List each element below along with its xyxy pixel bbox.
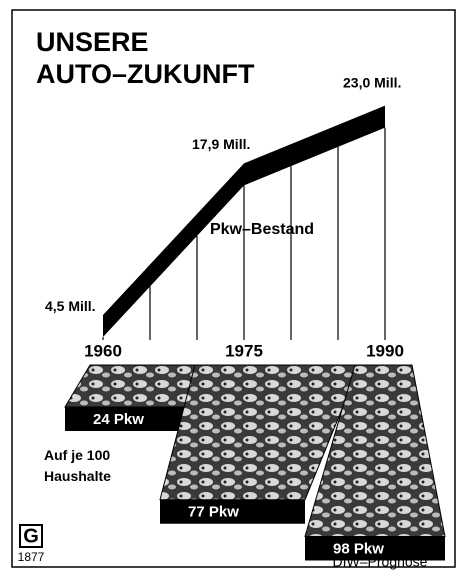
logo-letter: G — [23, 525, 39, 547]
series-label: Pkw–Bestand — [210, 221, 314, 238]
value-label: 98 Pkw — [333, 540, 384, 557]
value-label: 24 Pkw — [93, 411, 144, 428]
value-label: 77 Pkw — [188, 504, 239, 521]
chart: UNSEREAUTO–ZUKUNFT Pkw–Bestand Auf je 10… — [0, 0, 466, 577]
logo-year: 1877 — [18, 550, 45, 564]
value-label: 17,9 Mill. — [192, 136, 250, 152]
x-tick-label: 1960 — [84, 341, 122, 360]
value-label: 23,0 Mill. — [343, 74, 401, 90]
x-tick-label: 1990 — [366, 341, 404, 360]
x-tick-label: 1975 — [225, 341, 263, 360]
value-label: 4,5 Mill. — [45, 298, 96, 314]
block-top — [65, 365, 205, 407]
